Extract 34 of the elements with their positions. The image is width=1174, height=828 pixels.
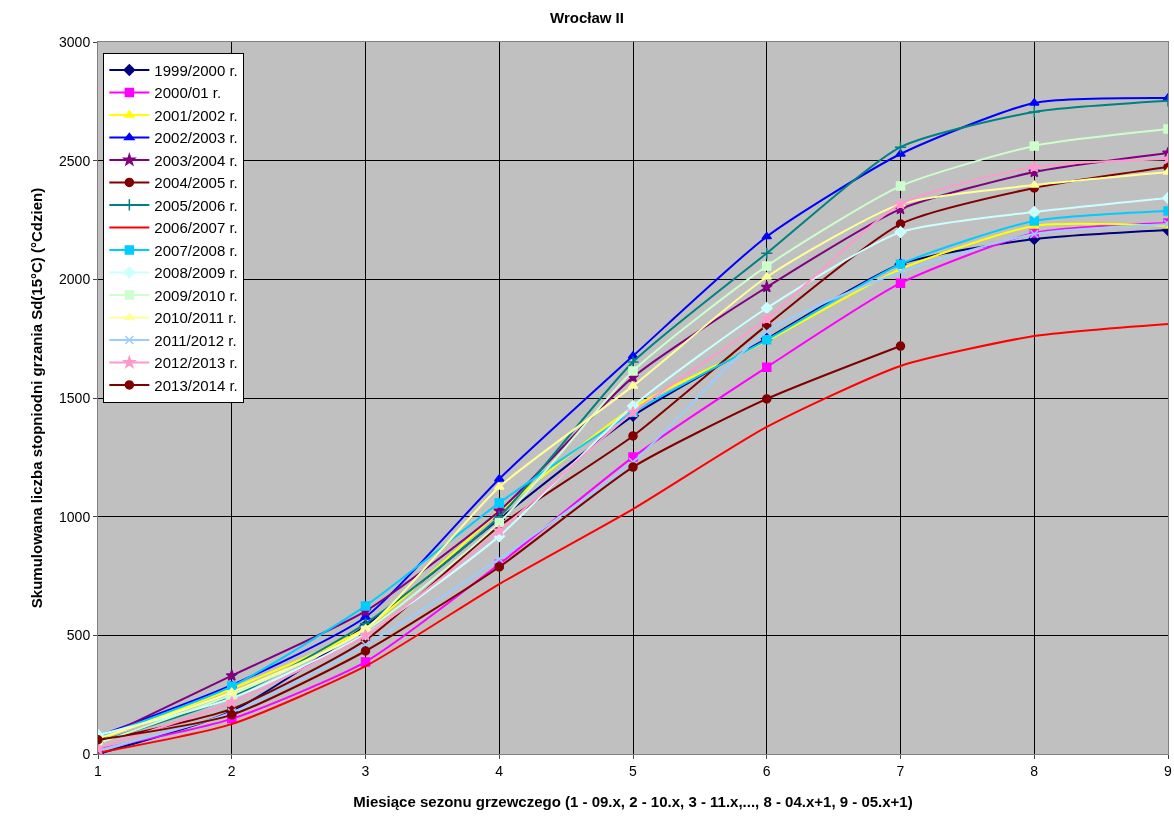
y-tick-label: 1500 [59, 389, 91, 406]
legend-label: 2004/2005 r. [154, 174, 238, 192]
x-tick-label: 7 [896, 762, 905, 779]
legend-label: 2000/01 r. [154, 84, 222, 102]
x-tick-label: 5 [629, 762, 638, 779]
legend-label: 1999/2000 r. [154, 61, 238, 79]
y-tick-label: 500 [66, 627, 91, 644]
x-tick-label: 2 [227, 762, 236, 779]
x-tick-label: 4 [495, 762, 504, 779]
legend-label: 2006/2007 r. [154, 219, 238, 237]
x-tick-label: 6 [762, 762, 771, 779]
legend-label: 2013/2014 r. [154, 376, 238, 394]
y-tick-label: 1000 [59, 508, 91, 525]
legend-label: 2010/2011 r. [154, 309, 237, 327]
legend-label: 2002/2003 r. [154, 129, 238, 147]
legend-label: 2003/2004 r. [154, 151, 238, 169]
legend-label: 2008/2009 r. [154, 264, 238, 282]
x-tick-label: 1 [94, 762, 103, 779]
y-axis-title: Skumulowana liczba stopniodni grzania Sd(15°C) (°Cdzien) [28, 187, 46, 609]
legend-label: 2009/2010 r. [154, 286, 238, 304]
legend-label: 2007/2008 r. [154, 241, 238, 259]
legend-label: 2001/2002 r. [154, 106, 238, 124]
legend-label: 2005/2006 r. [154, 196, 238, 214]
y-tick-label: 0 [82, 745, 91, 762]
y-tick-label: 2000 [59, 271, 91, 288]
y-tick-label: 2500 [59, 152, 91, 169]
y-tick-label: 3000 [59, 33, 91, 50]
chart-title: Wrocław II [550, 8, 624, 26]
x-tick-label: 8 [1030, 762, 1039, 779]
legend-label: 2011/2012 r. [154, 331, 237, 349]
x-tick-label: 9 [1164, 762, 1173, 779]
x-tick-label: 3 [361, 762, 370, 779]
legend-label: 2012/2013 r. [154, 354, 238, 372]
x-axis-title: Miesiące sezonu grzewczego (1 - 09.x, 2 - 10.x, 3 - 11.x,..., 8 - 04.x+1, 9 - 05.x+1) [353, 792, 913, 810]
